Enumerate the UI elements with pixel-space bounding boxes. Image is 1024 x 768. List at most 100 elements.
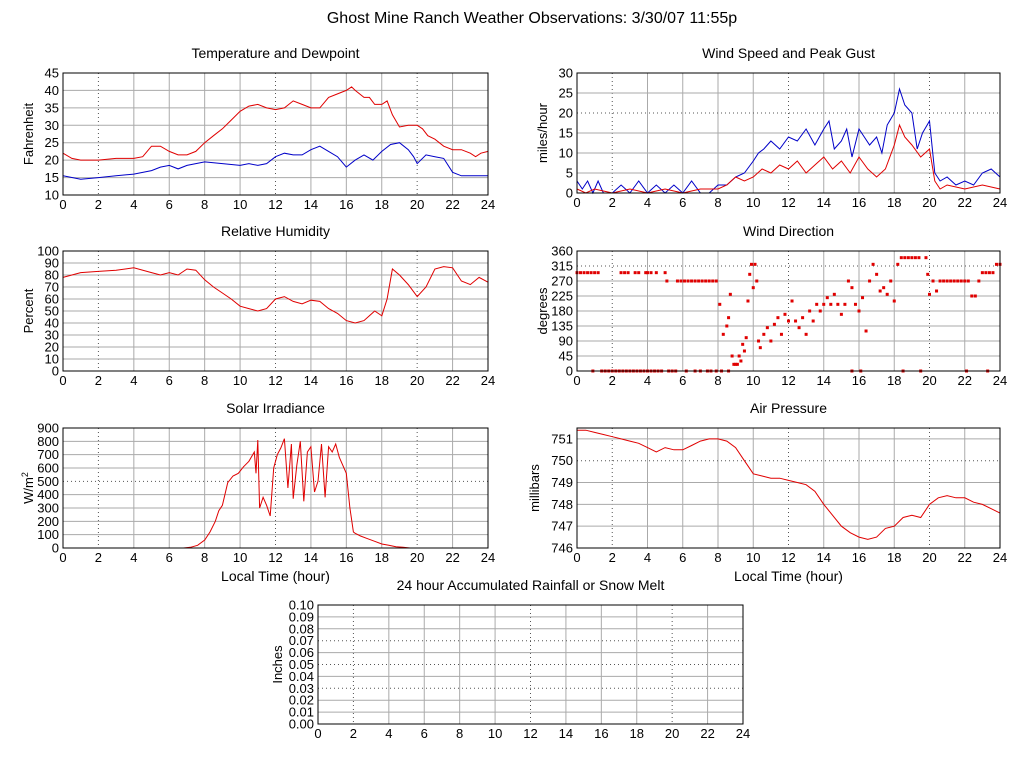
y-tick-label: 0 [566,364,573,379]
x-tick-label: 10 [233,197,247,212]
data-point [829,302,833,306]
data-point [739,359,743,363]
data-point [815,302,819,306]
plot-frame [62,72,489,196]
x-tick-label: 16 [852,373,866,388]
x-tick-label: 18 [375,197,389,212]
x-tick-label: 0 [59,197,66,212]
y-axis-label: millibars [527,464,542,512]
x-tick-label: 10 [233,550,247,565]
data-point [663,271,667,275]
data-point [704,279,708,283]
y-tick-label: 0.00 [289,717,314,732]
series-line [576,123,1001,194]
y-tick-label: 100 [37,244,59,259]
y-tick-label: 750 [551,453,573,468]
x-tick-label: 2 [350,726,357,741]
data-point [758,346,762,350]
x-tick-label: 6 [166,550,173,565]
y-tick-label: 0.04 [289,669,314,684]
data-point [742,349,746,353]
chart-solar: 0 2 4 6 8 10 12 14 16 18 20 22 240100200300400500600… [20,400,495,584]
x-tick-label: 6 [166,373,173,388]
data-point [926,272,930,276]
data-point [741,342,745,346]
x-tick-label: 14 [817,550,831,565]
x-tick-label: 4 [644,550,651,565]
data-point [794,319,798,323]
x-tick-label: 24 [481,373,495,388]
y-tick-label: 748 [551,497,573,512]
data-point [790,299,794,303]
data-point [679,279,683,283]
data-point [991,271,995,275]
y-axis-label: degrees [535,287,550,334]
data-point [787,319,790,323]
data-point [593,271,597,275]
x-tick-label: 16 [594,726,608,741]
y-tick-label: 800 [37,434,59,449]
data-point [589,271,593,275]
data-point [644,271,648,275]
y-axis-label: miles/hour [535,102,550,163]
series-line [576,87,1001,195]
data-point [772,322,776,326]
y-tick-label: 700 [37,447,59,462]
y-tick-label: 0 [52,541,59,556]
x-tick-label: 24 [993,195,1007,210]
data-point [931,279,935,283]
chart-title: Relative Humidity [221,223,330,239]
data-point [626,271,630,275]
x-tick-label: 14 [559,726,573,741]
data-point [903,256,907,260]
data-point [700,279,704,283]
data-point [956,279,960,283]
data-point [896,262,900,266]
x-tick-label: 24 [736,726,750,741]
data-point [744,336,748,340]
data-point [836,302,840,306]
x-tick-label: 4 [130,550,137,565]
data-point [980,271,984,275]
data-point [762,332,766,336]
y-tick-label: 400 [37,487,59,502]
x-tick-label: 12 [781,195,795,210]
data-point [727,316,731,320]
y-tick-label: 0.10 [289,598,314,613]
y-tick-label: 180 [551,304,573,319]
x-tick-label: 10 [488,726,502,741]
series-line [63,438,488,549]
data-point [811,319,815,323]
x-tick-label: 20 [922,195,936,210]
chart-title: Wind Direction [743,223,834,239]
chart-rh: 0 2 4 6 8 10 12 14 16 18 20 22 240102030405060708090… [21,223,495,388]
y-tick-label: 50 [45,304,59,319]
data-point [910,256,914,260]
x-tick-label: 8 [201,373,208,388]
x-tick-label: 24 [993,550,1007,565]
x-tick-label: 22 [445,197,459,212]
x-tick-label: 0 [314,726,321,741]
y-tick-label: 25 [45,135,59,150]
x-tick-label: 24 [481,550,495,565]
data-point [857,309,861,313]
page-title: Ghost Mine Ranch Weather Observations: 3… [327,10,737,27]
y-tick-label: 0.02 [289,693,314,708]
x-tick-label: 18 [887,550,901,565]
x-tick-label: 12 [781,550,795,565]
y-tick-label: 0 [566,186,573,201]
data-point [619,271,623,275]
x-tick-label: 0 [59,373,66,388]
plot-frame [62,427,489,549]
chart-title: Air Pressure [750,400,827,416]
data-point [917,256,921,260]
x-tick-label: 12 [268,373,282,388]
data-point [749,262,753,266]
data-point [977,279,981,283]
data-point [984,271,988,275]
data-point [582,271,586,275]
y-tick-label: 30 [45,328,59,343]
y-tick-label: 0.09 [289,609,314,624]
y-tick-label: 20 [559,106,573,121]
x-tick-label: 22 [958,373,972,388]
